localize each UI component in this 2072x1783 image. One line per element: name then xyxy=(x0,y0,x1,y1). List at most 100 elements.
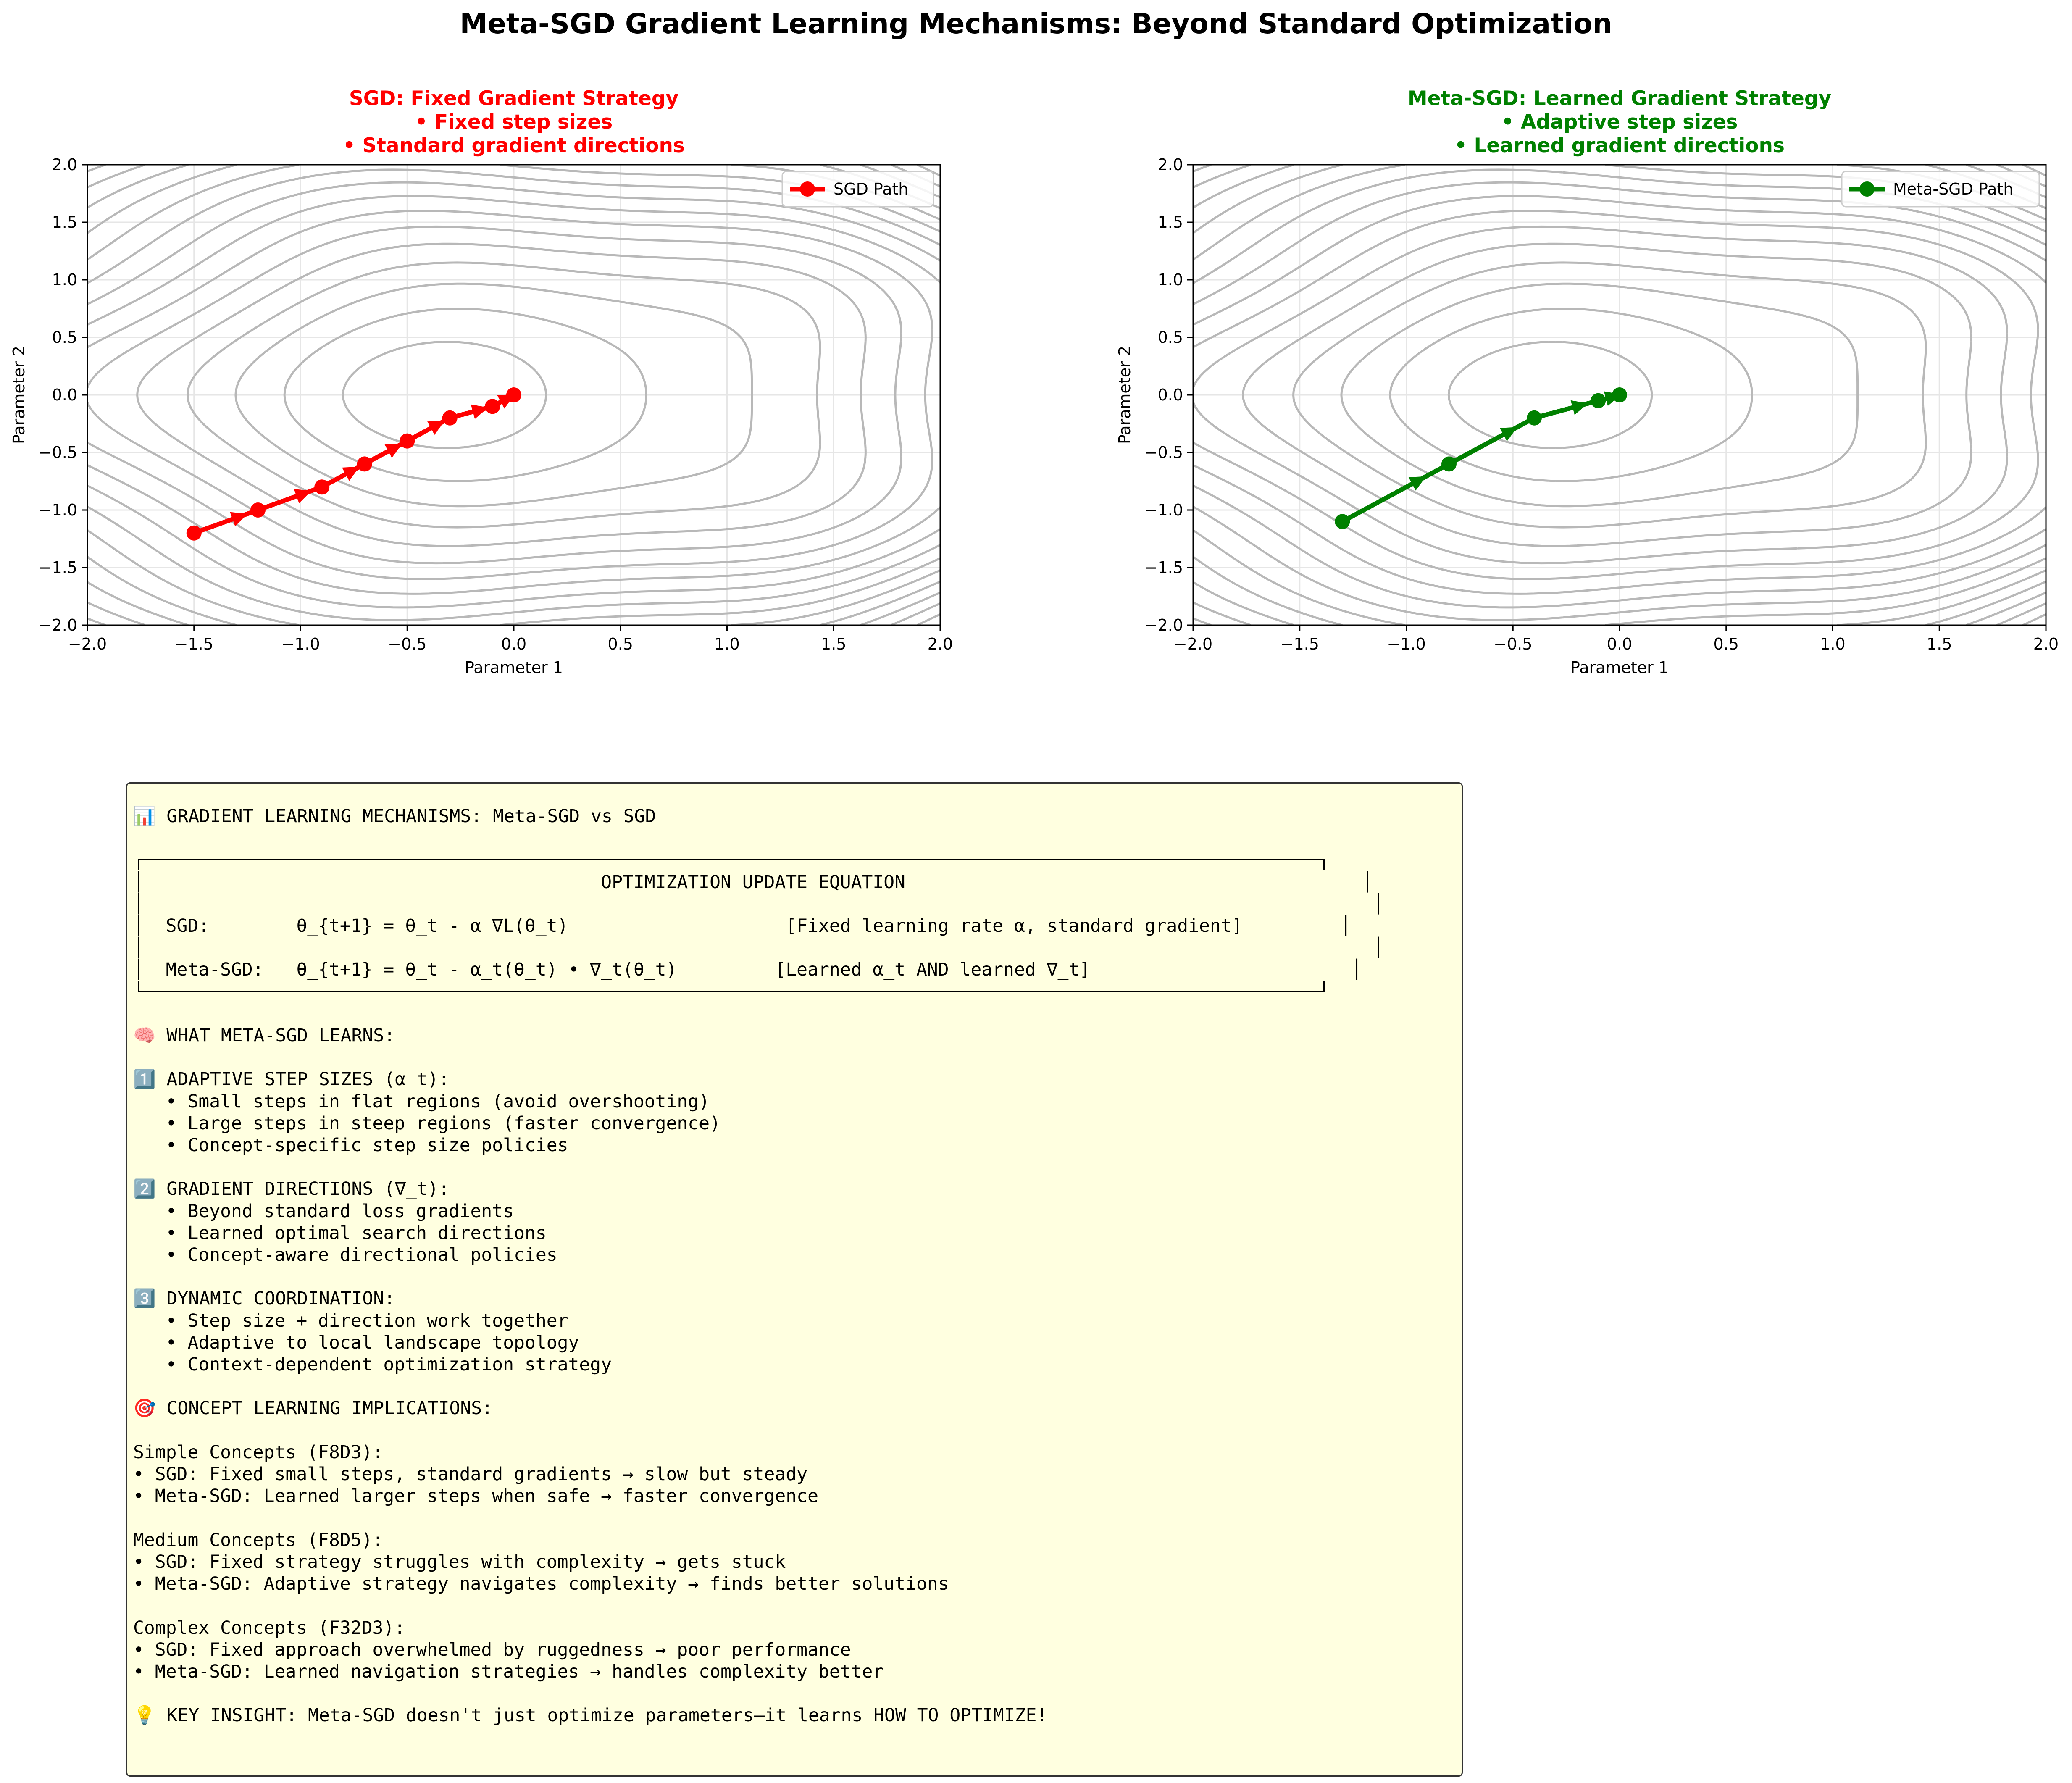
contour-line xyxy=(136,242,867,547)
y-tick-label: −1.5 xyxy=(1144,558,1183,577)
info-line: 🧠 WHAT META-SGD LEARNS: xyxy=(133,1025,395,1047)
contour-background xyxy=(87,165,940,625)
path-arrow xyxy=(427,421,445,435)
x-tick-label: 1.5 xyxy=(821,635,846,653)
contour-line xyxy=(1193,195,2046,595)
info-line: • Beyond standard loss gradients xyxy=(133,1200,514,1222)
legend-marker xyxy=(1859,181,1875,197)
contour-line xyxy=(1447,341,1653,449)
x-tick-label: 1.0 xyxy=(714,635,739,653)
info-line: ┌───────────────────────────────────────… xyxy=(133,849,1330,871)
y-tick-label: 2.0 xyxy=(1158,155,1183,174)
y-tick-label: 1.5 xyxy=(52,213,77,231)
y-tick-label: 1.0 xyxy=(52,271,77,289)
x-axis-label: Parameter 1 xyxy=(1570,658,1669,677)
series-point xyxy=(1591,393,1606,408)
chart-title-line: • Standard gradient directions xyxy=(343,134,685,157)
contour-line xyxy=(342,341,547,449)
series-line xyxy=(1341,392,1620,524)
contour-line xyxy=(1193,210,2039,580)
x-tick-label: −0.5 xyxy=(1494,635,1532,653)
path-arrow xyxy=(1408,476,1426,491)
contour-line xyxy=(1193,225,2008,565)
info-line: │ │ xyxy=(133,937,1384,959)
y-tick-label: −2.0 xyxy=(39,616,77,634)
y-tick-label: −0.5 xyxy=(39,443,77,462)
contour-line xyxy=(1340,282,1859,508)
path-arrow xyxy=(1499,427,1517,442)
chart-title-line: • Learned gradient directions xyxy=(1454,134,1785,157)
info-line: Complex Concepts (F32D3): xyxy=(133,1617,405,1638)
info-line: • Step size + direction work together xyxy=(133,1310,568,1331)
x-tick-label: −0.5 xyxy=(388,635,426,653)
info-line: • Meta-SGD: Learned navigation strategie… xyxy=(133,1661,884,1682)
x-tick-label: 0.5 xyxy=(608,635,633,653)
y-tick-label: 0.5 xyxy=(52,328,77,347)
contour-line xyxy=(1242,242,1972,547)
series-point xyxy=(250,502,266,518)
chart-panel-2: Meta-SGD: Learned Gradient Strategy• Ada… xyxy=(1115,87,2059,677)
series-point xyxy=(1441,456,1457,472)
info-line: └───────────────────────────────────────… xyxy=(133,981,1330,1002)
series-point xyxy=(442,410,458,426)
legend-label: Meta-SGD Path xyxy=(1893,180,2013,198)
info-line: Simple Concepts (F8D3): xyxy=(133,1441,384,1463)
info-line: • SGD: Fixed strategy struggles with com… xyxy=(133,1551,786,1573)
x-tick-label: 2.0 xyxy=(928,635,953,653)
info-line: • Concept-aware directional policies xyxy=(133,1244,557,1266)
info-line: Medium Concepts (F8D5): xyxy=(133,1529,384,1551)
info-line: │ Meta-SGD: θ_{t+1} = θ_t - α_t(θ_t) • ∇… xyxy=(133,959,1362,981)
info-line: • Context-dependent optimization strateg… xyxy=(133,1354,612,1375)
chart-panel-1: SGD: Fixed Gradient Strategy• Fixed step… xyxy=(10,87,953,677)
x-tick-label: 0.0 xyxy=(501,635,526,653)
info-line: 3️⃣ DYNAMIC COORDINATION: xyxy=(133,1288,395,1310)
y-tick-label: −1.0 xyxy=(1144,501,1183,519)
charts-canvas: SGD: Fixed Gradient Strategy• Fixed step… xyxy=(10,87,2059,677)
x-tick-label: 0.5 xyxy=(1714,635,1739,653)
x-tick-label: 1.5 xyxy=(1927,635,1952,653)
info-line: 🎯 CONCEPT LEARNING IMPLICATIONS: xyxy=(133,1398,493,1419)
contour-line xyxy=(87,225,902,565)
y-tick-label: −1.0 xyxy=(39,501,77,519)
info-line: │ OPTIMIZATION UPDATE EQUATION │ xyxy=(133,871,1373,893)
info-line: • SGD: Fixed small steps, standard gradi… xyxy=(133,1464,808,1485)
legend-label: SGD Path xyxy=(834,180,908,198)
info-line: • Meta-SGD: Adaptive strategy navigates … xyxy=(133,1573,949,1595)
y-tick-label: 1.5 xyxy=(1158,213,1183,231)
contour-line xyxy=(1292,261,1927,529)
contour-line xyxy=(1389,308,1753,482)
contour-line xyxy=(1193,165,2046,625)
x-tick-label: −1.5 xyxy=(175,635,213,653)
info-line: │ │ xyxy=(133,893,1384,915)
figure-title: Meta-SGD Gradient Learning Mechanisms: B… xyxy=(460,8,1612,40)
info-panel: 📊 GRADIENT LEARNING MECHANISMS: Meta-SGD… xyxy=(126,782,1463,1777)
contour-line xyxy=(87,165,940,625)
info-line: • Meta-SGD: Learned larger steps when sa… xyxy=(133,1486,818,1507)
info-panel-text: 📊 GRADIENT LEARNING MECHANISMS: Meta-SGD… xyxy=(133,805,1384,1727)
series-point xyxy=(485,399,500,414)
series-point xyxy=(1612,387,1627,402)
x-tick-label: −1.0 xyxy=(1387,635,1425,653)
info-line: 💡 KEY INSIGHT: Meta-SGD doesn't just opt… xyxy=(133,1705,1048,1726)
chart-title-line: SGD: Fixed Gradient Strategy xyxy=(349,87,678,110)
chart-title-line: • Fixed step sizes xyxy=(415,110,613,134)
x-tick-label: −1.0 xyxy=(281,635,320,653)
x-tick-label: −2.0 xyxy=(68,635,107,653)
info-line: 📊 GRADIENT LEARNING MECHANISMS: Meta-SGD… xyxy=(133,806,656,827)
info-line: • Concept-specific step size policies xyxy=(133,1135,568,1156)
path-arrow xyxy=(342,466,360,481)
series-point xyxy=(1335,514,1350,529)
info-line: │ SGD: θ_{t+1} = θ_t - α ∇L(θ_t) [Fixed … xyxy=(133,915,1352,937)
y-tick-label: 0.5 xyxy=(1158,328,1183,347)
info-line: • Adaptive to local landscape topology xyxy=(133,1332,579,1353)
series-point xyxy=(357,456,372,472)
info-line: • Large steps in steep regions (faster c… xyxy=(133,1112,720,1134)
legend-box xyxy=(781,171,934,208)
path-arrow xyxy=(1570,400,1588,415)
series-point xyxy=(506,387,521,402)
info-line: • SGD: Fixed approach overwhelmed by rug… xyxy=(133,1639,851,1660)
y-tick-label: −1.5 xyxy=(39,558,77,577)
series-point xyxy=(400,433,415,449)
contour-line xyxy=(87,181,940,609)
x-tick-label: 1.0 xyxy=(1820,635,1845,653)
